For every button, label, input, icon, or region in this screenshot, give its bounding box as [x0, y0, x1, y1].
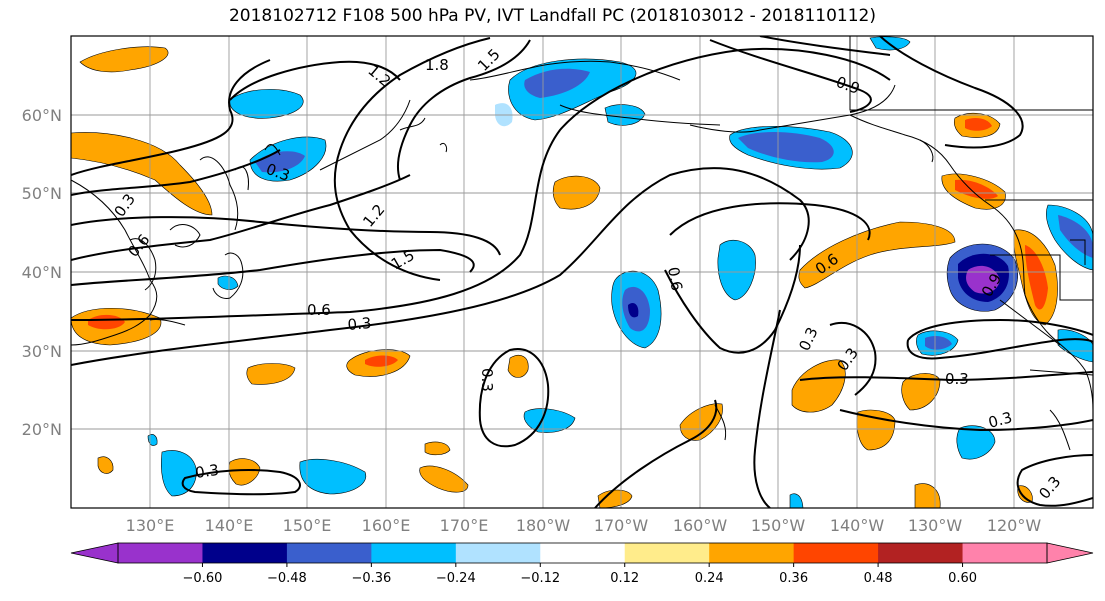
- contour-label: 0.3: [986, 408, 1014, 432]
- graticule: [71, 36, 1093, 508]
- colorbar-tick-label: 0.48: [864, 571, 893, 586]
- lon-label: 140°E: [205, 516, 254, 535]
- colorbar-tick-label: 0.36: [779, 571, 808, 586]
- longitude-labels: 130°E 140°E 150°E 160°E 170°E 180°W 170°…: [126, 516, 1042, 535]
- colorbar-tick-label: −0.48: [267, 571, 307, 586]
- colorbar-segment: [624, 543, 710, 563]
- colorbar-segment: [455, 543, 541, 563]
- colorbar-segment: [202, 543, 288, 563]
- lon-label: 140°W: [830, 516, 885, 535]
- lat-label-30n: 30°N: [22, 342, 62, 361]
- contour-label: 0.6: [307, 301, 331, 319]
- lat-label-50n: 50°N: [22, 184, 62, 203]
- colorbar-segment: [709, 543, 795, 563]
- colorbar: −0.60 −0.48 −0.36 −0.24 −0.12 0.12 0.24 0.36 0.4…: [70, 542, 1094, 586]
- latitude-labels: 20°N 30°N 40°N 50°N 60°N: [22, 106, 62, 439]
- colorbar-segment: [286, 543, 372, 563]
- colorbar-tick-label: 0.60: [948, 571, 977, 586]
- pv-contours: [71, 36, 1093, 508]
- lon-label: 160°E: [362, 516, 411, 535]
- colorbar-segment: [540, 543, 626, 563]
- colorbar-tick-label: 0.12: [610, 571, 639, 586]
- colorbar-tick-label: 0.24: [695, 571, 724, 586]
- colorbar-segment: [793, 543, 879, 563]
- colorbar-tick-label: −0.12: [520, 571, 560, 586]
- lon-label: 120°W: [987, 516, 1042, 535]
- colorbar-extend-min: [70, 542, 119, 564]
- lon-label: 180°W: [516, 516, 571, 535]
- contour-label: 0.6: [664, 266, 686, 293]
- colorbar-segment: [878, 543, 964, 563]
- colorbar-segment: [118, 543, 203, 563]
- map-frame: [70, 35, 1094, 509]
- contour-label: 0.3: [478, 368, 496, 392]
- lon-label: 150°W: [751, 516, 806, 535]
- colorbar-extend-max: [1046, 542, 1094, 564]
- colorbar-tick-label: −0.36: [351, 571, 391, 586]
- colorbar-tick-label: −0.60: [183, 571, 223, 586]
- lon-label: 160°W: [673, 516, 728, 535]
- colorbar-segment: [371, 543, 457, 563]
- lat-label-40n: 40°N: [22, 263, 62, 282]
- contour-label: 0.3: [347, 314, 372, 334]
- colorbar-outline: [117, 542, 1048, 564]
- map-title: 2018102712 F108 500 hPa PV, IVT Landfall…: [228, 6, 876, 26]
- lon-label: 150°E: [283, 516, 332, 535]
- lon-label: 170°W: [594, 516, 649, 535]
- lon-label: 130°E: [126, 516, 175, 535]
- contour-label: 0.3: [945, 370, 969, 388]
- lon-label: 170°E: [440, 516, 489, 535]
- lat-label-20n: 20°N: [22, 420, 62, 439]
- lat-label-60n: 60°N: [22, 106, 62, 125]
- contour-label: 1.8: [425, 56, 449, 74]
- colorbar-tick-label: −0.24: [436, 571, 476, 586]
- map-content: 1.8 1.5 1.2 0.9 0.3 0.6 1.2 1.5 0.6 0.3 …: [71, 36, 1093, 508]
- contour-label: 0.3: [194, 461, 220, 482]
- colorbar-segment: [962, 543, 1048, 563]
- lon-label: 130°W: [908, 516, 963, 535]
